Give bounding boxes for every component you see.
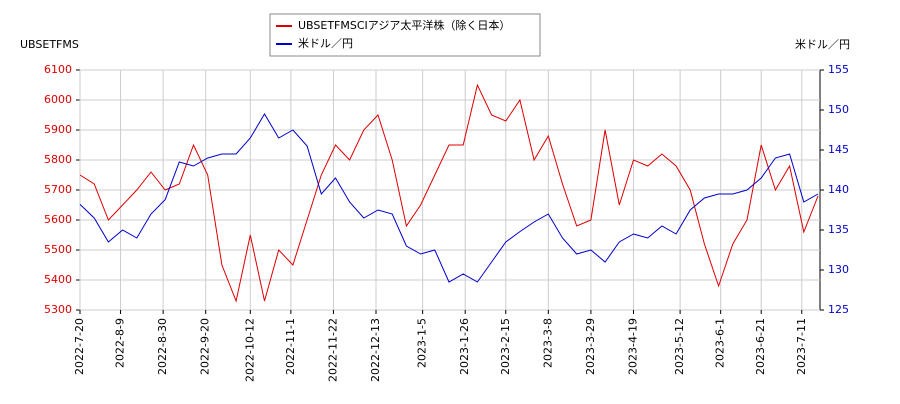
- x-tick-label: 2023-4-19: [626, 318, 639, 375]
- y2-tick-label: 150: [828, 103, 849, 116]
- y2-axis-label: 米ドル／円: [795, 38, 850, 51]
- series-line: [79, 113, 819, 283]
- y2-tick-label: 125: [828, 303, 849, 316]
- legend-label: UBSETFMSCIアジア太平洋株（除く日本）: [298, 18, 510, 32]
- legend-label: 米ドル／円: [298, 37, 353, 50]
- x-tick-label: 2023-1-26: [458, 318, 471, 375]
- x-tick-label: 2023-3-8: [541, 318, 554, 368]
- x-tick-label: 2023-3-29: [584, 318, 597, 375]
- y-tick-label: 5900: [44, 123, 72, 136]
- x-tick-label: 2022-12-13: [369, 318, 382, 382]
- y-tick-label: 5300: [44, 303, 72, 316]
- legend: [269, 13, 541, 57]
- series-line: [79, 83, 819, 303]
- y-axis-label: UBSETFMS: [20, 38, 79, 51]
- x-tick-label: 2022-7-20: [73, 318, 86, 375]
- y-tick-label: 5800: [44, 153, 72, 166]
- x-tick-label: 2023-2-15: [499, 318, 512, 375]
- y2-tick-label: 135: [828, 223, 849, 236]
- x-tick-label: 2023-5-12: [673, 318, 686, 375]
- x-tick-label: 2022-9-20: [199, 318, 212, 375]
- x-tick-label: 2023-1-5: [416, 318, 429, 368]
- y-tick-label: 6000: [44, 93, 72, 106]
- y2-tick-label: 140: [828, 183, 849, 196]
- x-tick-label: 2022-11-1: [284, 318, 297, 375]
- y2-tick-label: 130: [828, 263, 849, 276]
- y-tick-label: 5700: [44, 183, 72, 196]
- y2-tick-label: 145: [828, 143, 849, 156]
- x-tick-label: 2023-6-21: [754, 318, 767, 375]
- x-tick-label: 2023-6-1: [714, 318, 727, 368]
- x-tick-label: 2023-7-11: [795, 318, 808, 375]
- x-tick-label: 2022-10-12: [243, 318, 256, 382]
- y-tick-label: 6100: [44, 63, 72, 76]
- y-tick-label: 5500: [44, 243, 72, 256]
- y-tick-label: 5600: [44, 213, 72, 226]
- x-tick-label: 2022-8-30: [156, 318, 169, 375]
- x-tick-label: 2022-8-9: [114, 318, 127, 368]
- x-tick-label: 2022-11-22: [326, 318, 339, 382]
- y2-tick-label: 155: [828, 63, 849, 76]
- y-tick-label: 5400: [44, 273, 72, 286]
